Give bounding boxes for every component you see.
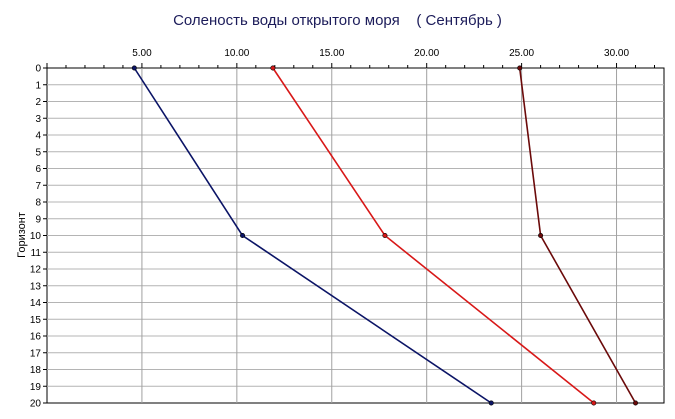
y-axis-label: Горизонт <box>16 212 28 258</box>
y-tick-label: 16 <box>30 332 42 343</box>
x-tick-label: 30.00 <box>604 48 629 59</box>
y-tick-label: 17 <box>30 348 42 359</box>
series-layer <box>131 65 639 406</box>
y-tick-label: 7 <box>35 181 41 192</box>
data-point <box>240 233 246 239</box>
chart-title: Соленость воды открытого моря ( Сентябрь… <box>173 12 502 29</box>
data-point <box>517 65 523 71</box>
grid-layer <box>46 67 665 404</box>
y-tick-label: 13 <box>30 281 42 292</box>
y-tick-label: 20 <box>30 399 42 410</box>
y-tick-label: 4 <box>35 131 41 142</box>
data-point <box>633 400 639 406</box>
data-point <box>591 400 597 406</box>
data-point <box>538 233 544 239</box>
y-tick-label: 2 <box>35 97 41 108</box>
x-tick-label: 20.00 <box>414 48 439 59</box>
y-tick-label: 18 <box>30 365 42 376</box>
y-tick-label: 14 <box>30 298 42 309</box>
x-tick-label: 25.00 <box>509 48 534 59</box>
data-point <box>488 400 494 406</box>
y-tick-label: 10 <box>30 231 42 242</box>
x-tick-label: 10.00 <box>224 48 249 59</box>
y-tick-label: 5 <box>35 147 41 158</box>
y-tick-label: 8 <box>35 198 41 209</box>
y-tick-label: 15 <box>30 315 42 326</box>
y-tick-label: 6 <box>35 164 41 175</box>
y-tick-label: 3 <box>35 114 41 125</box>
data-point <box>382 233 388 239</box>
y-tick-label: 0 <box>35 64 41 75</box>
x-tick-label: 15.00 <box>319 48 344 59</box>
x-tick-label: 5.00 <box>132 48 152 59</box>
y-tick-label: 1 <box>35 80 41 91</box>
y-tick-label: 19 <box>30 382 42 393</box>
y-tick-label: 12 <box>30 265 42 276</box>
y-tick-label: 11 <box>31 248 42 259</box>
data-point <box>131 65 137 71</box>
y-tick-label: 9 <box>35 214 41 225</box>
data-point <box>270 65 276 71</box>
